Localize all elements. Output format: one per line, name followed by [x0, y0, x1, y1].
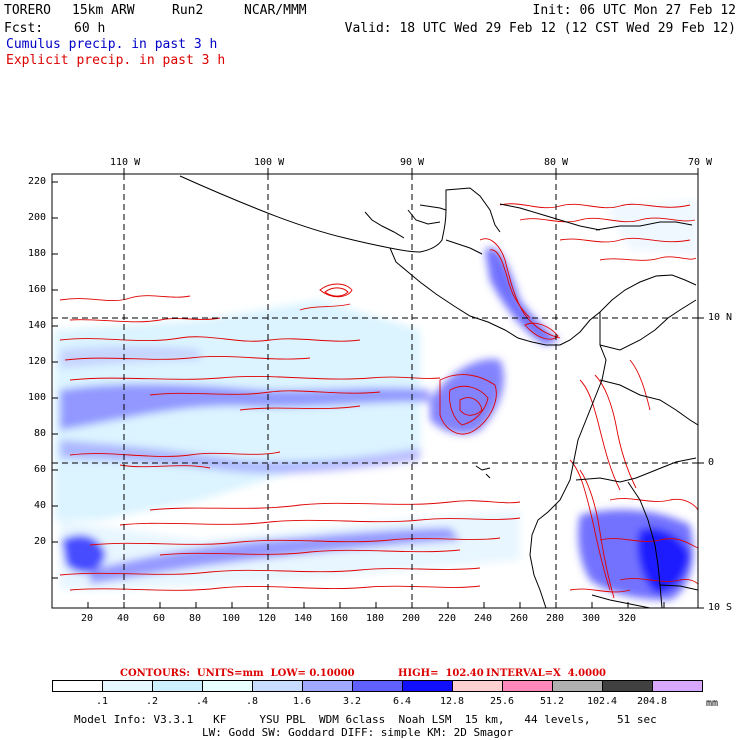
lon-label-110w: 110 W: [110, 157, 141, 168]
colorbar-swatch: [302, 680, 353, 692]
x-tick-160: 160: [330, 613, 349, 624]
contour-interval: INTERVAL=X 4.0000: [486, 668, 606, 679]
x-tick-40: 40: [117, 613, 130, 624]
run-label: Run2: [172, 3, 204, 18]
y-tick-60: 60: [33, 464, 46, 475]
lon-label-100w: 100 W: [254, 157, 285, 168]
valid-time: Valid: 18 UTC Wed 29 Feb 12 (12 CST Wed …: [344, 21, 736, 36]
x-tick-260: 260: [510, 613, 529, 624]
colorbar-threshold-label: 6.4: [392, 696, 412, 707]
lon-label-70w: 70 W: [688, 157, 713, 168]
x-tick-20: 20: [81, 613, 94, 624]
explicit-precip-contours: [59, 203, 698, 599]
x-tick-240: 240: [474, 613, 493, 624]
colorbar-swatch: [52, 680, 103, 692]
x-tick-200: 200: [402, 613, 421, 624]
lat-lon-grid: [52, 174, 698, 608]
colorbar-threshold-label: 12.8: [439, 696, 465, 707]
colorbar-swatch: [102, 680, 153, 692]
model-resolution: 15km ARW: [72, 3, 135, 18]
cumulus-precip-shading: [55, 200, 698, 600]
colorbar-swatch: [502, 680, 553, 692]
x-tick-320: 320: [618, 613, 637, 624]
colorbar-threshold-label: .8: [245, 696, 259, 707]
y-tick-80: 80: [33, 428, 46, 439]
forecast-hours: 60 h: [74, 21, 106, 36]
lon-label-90w: 90 W: [400, 157, 425, 168]
colorbar-threshold-label: 204.8: [636, 696, 668, 707]
colorbar-threshold-label: 1.6: [292, 696, 312, 707]
coastlines: [179, 175, 698, 608]
colorbar-swatch: [402, 680, 453, 692]
x-tick-60: 60: [153, 613, 166, 624]
lon-label-80w: 80 W: [544, 157, 569, 168]
colorbar-swatch: [352, 680, 403, 692]
colorbar-swatch: [452, 680, 503, 692]
model-name: TORERO: [4, 3, 51, 18]
y-tick-20: 20: [33, 536, 46, 547]
model-info-line1: Model Info: V3.3.1 KF YSU PBL WDM 6class…: [74, 713, 657, 726]
colorbar-threshold-label: 3.2: [342, 696, 362, 707]
colorbar-swatch: [152, 680, 203, 692]
colorbar-swatch: [652, 680, 703, 692]
y-tick-220: 220: [27, 176, 46, 187]
y-tick-140: 140: [27, 320, 46, 331]
lat-label-10s: 10 S: [708, 602, 733, 613]
lat-label-0: 0: [708, 457, 715, 468]
colorbar-threshold-label: .2: [145, 696, 159, 707]
forecast-label: Fcst:: [4, 21, 44, 36]
colorbar-swatch: [552, 680, 603, 692]
colorbar-threshold-label: 102.4: [586, 696, 618, 707]
colorbar-threshold-label: 25.6: [489, 696, 515, 707]
cumulus-field-label: Cumulus precip. in past 3 h: [6, 37, 218, 52]
colorbar-swatch: [252, 680, 303, 692]
colorbar-threshold-label: 51.2: [539, 696, 565, 707]
x-tick-220: 220: [438, 613, 457, 624]
x-tick-120: 120: [258, 613, 277, 624]
x-tick-280: 280: [546, 613, 565, 624]
contour-units: CONTOURS: UNITS=mm LOW= 0.10000: [120, 668, 355, 679]
y-tick-120: 120: [27, 356, 46, 367]
model-info-line2: LW: Godd SW: Goddard DIFF: simple KM: 2D…: [202, 726, 514, 739]
colorbar-swatch: [202, 680, 253, 692]
x-tick-180: 180: [366, 613, 385, 624]
y-tick-40: 40: [33, 500, 46, 511]
y-tick-200: 200: [27, 212, 46, 223]
explicit-field-label: Explicit precip. in past 3 h: [6, 53, 226, 68]
x-tick-100: 100: [222, 613, 241, 624]
x-tick-140: 140: [294, 613, 313, 624]
init-time: Init: 06 UTC Mon 27 Feb 12: [532, 3, 737, 18]
x-tick-300: 300: [582, 613, 601, 624]
y-tick-180: 180: [27, 248, 46, 259]
lat-label-10n: 10 N: [708, 312, 733, 323]
colorbar-unit: mm: [706, 698, 719, 709]
map-frame: [51, 173, 699, 609]
organization-label: NCAR/MMM: [244, 3, 307, 18]
x-tick-80: 80: [189, 613, 202, 624]
colorbar-swatch: [602, 680, 653, 692]
axis-ticks: [52, 168, 704, 609]
colorbar-threshold-label: .1: [95, 696, 109, 707]
y-tick-100: 100: [27, 392, 46, 403]
contour-high: HIGH= 102.40: [398, 668, 484, 679]
y-tick-160: 160: [27, 284, 46, 295]
colorbar-threshold-label: .4: [195, 696, 209, 707]
